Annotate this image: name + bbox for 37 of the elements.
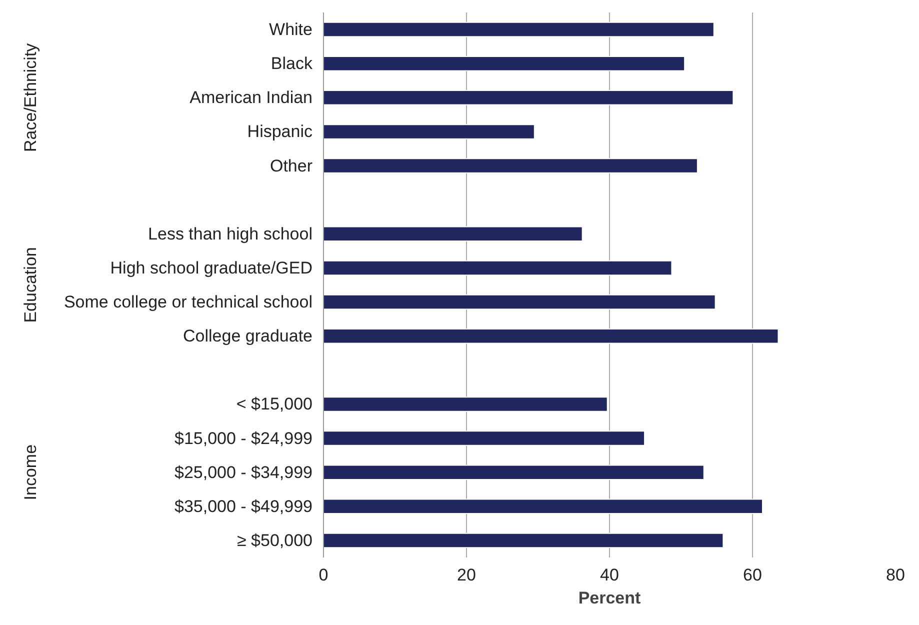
bar — [324, 158, 698, 174]
x-tick-label: 0 — [318, 566, 328, 584]
y-tick-label: Black — [270, 54, 313, 74]
y-tick-label: $25,000 - $34,999 — [174, 462, 313, 482]
bar — [324, 294, 716, 310]
bar — [324, 532, 724, 548]
y-tick-label: High school graduate/GED — [110, 258, 313, 278]
text: Education — [21, 247, 40, 323]
text: Income — [21, 444, 40, 500]
bar — [324, 56, 686, 72]
y-tick-label: < $15,000 — [236, 394, 313, 414]
x-tick-label: 40 — [600, 566, 619, 584]
bar — [324, 396, 608, 412]
bar — [324, 430, 646, 446]
x-tick-label: 60 — [743, 566, 762, 584]
bar — [324, 260, 672, 276]
y-tick-label: Hispanic — [247, 122, 313, 142]
bar — [324, 328, 779, 344]
y-tick-label: Some college or technical school — [64, 292, 313, 312]
y-tick-label: American Indian — [190, 88, 312, 108]
x-tick-label: 20 — [457, 566, 476, 584]
y-tick-label: $35,000 - $49,999 — [174, 496, 313, 516]
bar — [324, 124, 535, 140]
y-tick-label: $15,000 - $24,999 — [174, 428, 313, 448]
bar — [324, 22, 714, 38]
bar — [324, 464, 704, 480]
y-tick-label: ≥ $50,000 — [236, 530, 313, 550]
bar — [324, 226, 583, 242]
y-tick-label: Other — [270, 156, 313, 176]
text: Race/Ethnicity — [21, 42, 40, 152]
y-tick-label: Less than high school — [148, 224, 313, 244]
x-tick-label: 80 — [886, 566, 905, 584]
bar — [324, 498, 764, 514]
y-tick-label: White — [269, 20, 313, 40]
y-tick-label: College graduate — [183, 326, 312, 346]
x-axis-title: Percent — [578, 588, 642, 608]
bar — [324, 90, 734, 106]
